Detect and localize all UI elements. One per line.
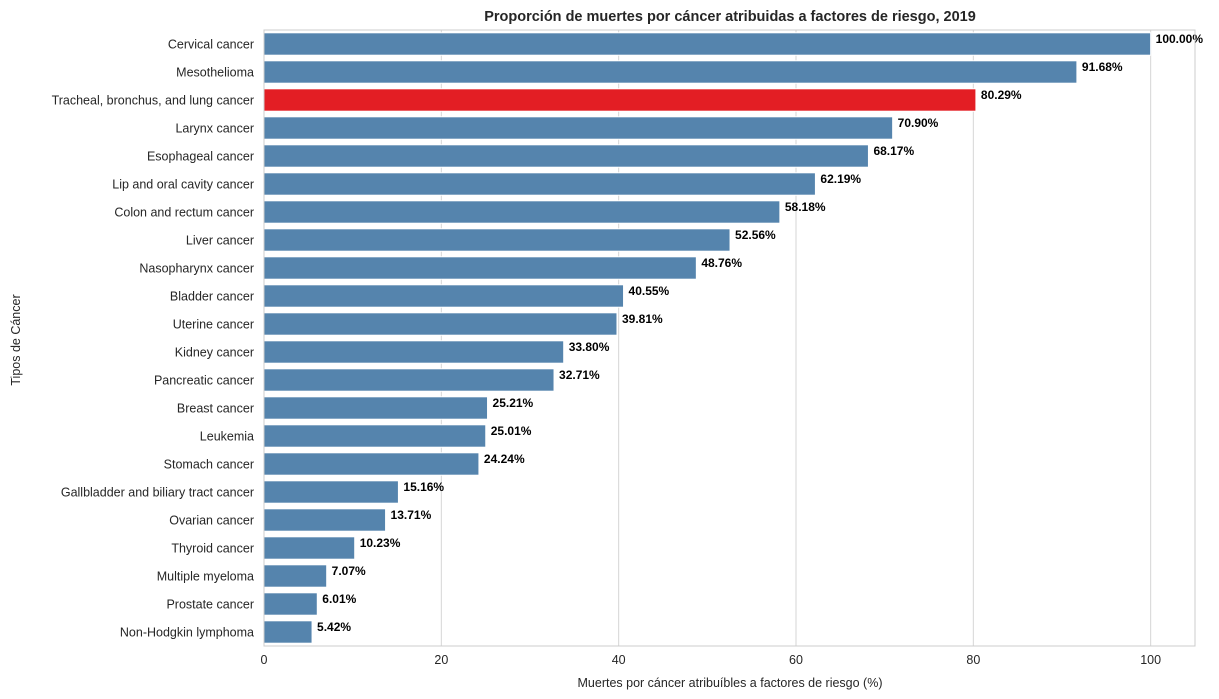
- bar: [263, 200, 781, 224]
- value-label: 58.18%: [785, 200, 826, 214]
- bar: [263, 60, 1078, 84]
- value-label: 80.29%: [981, 88, 1022, 102]
- category-label: Prostate cancer: [166, 598, 254, 612]
- value-label: 62.19%: [820, 172, 861, 186]
- category-label: Colon and rectum cancer: [114, 206, 254, 220]
- x-tick-label: 60: [789, 653, 803, 667]
- category-label: Mesothelioma: [176, 66, 254, 80]
- bar: [263, 452, 480, 476]
- bar: [263, 88, 977, 112]
- category-label: Liver cancer: [186, 234, 254, 248]
- category-label: Uterine cancer: [173, 318, 254, 332]
- bar: [263, 396, 489, 420]
- bar: [263, 312, 618, 336]
- value-label: 91.68%: [1082, 60, 1123, 74]
- x-axis-label: Muertes por cáncer atribuíbles a factore…: [578, 676, 883, 690]
- value-label: 48.76%: [701, 256, 742, 270]
- category-label: Ovarian cancer: [169, 514, 254, 528]
- category-label: Cervical cancer: [168, 38, 254, 52]
- bar: [263, 424, 487, 448]
- value-label: 39.81%: [622, 312, 663, 326]
- category-label: Esophageal cancer: [147, 150, 254, 164]
- value-label: 100.00%: [1156, 32, 1204, 46]
- category-label: Bladder cancer: [170, 290, 254, 304]
- bar: [263, 592, 318, 616]
- x-tick-label: 40: [612, 653, 626, 667]
- value-label: 7.07%: [332, 564, 366, 578]
- bar: [263, 480, 399, 504]
- category-label: Stomach cancer: [164, 458, 254, 472]
- bar: [263, 172, 816, 196]
- category-label: Thyroid cancer: [171, 542, 254, 556]
- category-label: Gallbladder and biliary tract cancer: [61, 486, 254, 500]
- bar: [263, 284, 625, 308]
- category-label: Larynx cancer: [175, 122, 254, 136]
- bar: [263, 32, 1152, 56]
- category-label: Kidney cancer: [175, 346, 254, 360]
- value-label: 40.55%: [629, 284, 670, 298]
- value-label: 10.23%: [360, 536, 401, 550]
- bar: [263, 368, 555, 392]
- value-label: 33.80%: [569, 340, 610, 354]
- chart-title: Proporción de muertes por cáncer atribui…: [484, 9, 976, 25]
- x-tick-label: 20: [434, 653, 448, 667]
- category-labels: Cervical cancer Mesothelioma Tracheal, bro…: [52, 38, 254, 640]
- bar: [263, 228, 731, 252]
- value-label: 13.71%: [391, 508, 432, 522]
- bar: [263, 620, 313, 644]
- bar: [263, 536, 356, 560]
- bar: [263, 116, 894, 140]
- value-label: 68.17%: [873, 144, 914, 158]
- category-label: Multiple myeloma: [157, 570, 254, 584]
- x-tick-label: 80: [966, 653, 980, 667]
- value-label: 25.21%: [493, 396, 534, 410]
- category-label: Pancreatic cancer: [154, 374, 254, 388]
- value-labels: 100.00% 91.68% 80.29% 70.90% 68.17% 62.19% 58.…: [317, 32, 1203, 634]
- bar: [263, 144, 869, 168]
- bar: [263, 340, 565, 364]
- bar: [263, 564, 328, 588]
- value-label: 15.16%: [403, 480, 444, 494]
- category-label: Breast cancer: [177, 402, 254, 416]
- value-label: 25.01%: [491, 424, 532, 438]
- bar: [263, 256, 697, 280]
- category-label: Tracheal, bronchus, and lung cancer: [52, 94, 254, 108]
- value-label: 70.90%: [898, 116, 939, 130]
- value-label: 24.24%: [484, 452, 525, 466]
- category-label: Nasopharynx cancer: [139, 262, 254, 276]
- value-label: 6.01%: [322, 592, 356, 606]
- bar: [263, 508, 387, 532]
- x-tick-label: 100: [1140, 653, 1161, 667]
- value-label: 32.71%: [559, 368, 600, 382]
- category-label: Non-Hodgkin lymphoma: [120, 626, 254, 640]
- bars: [263, 32, 1152, 644]
- category-label: Lip and oral cavity cancer: [112, 178, 254, 192]
- x-tick-label: 0: [261, 653, 268, 667]
- y-axis-label: Tipos de Cáncer: [9, 294, 23, 385]
- value-label: 5.42%: [317, 620, 351, 634]
- x-tick-labels: 0 20 40 60 80 100: [261, 653, 1162, 667]
- plot-frame: [263, 29, 1196, 647]
- value-label: 52.56%: [735, 228, 776, 242]
- category-label: Leukemia: [200, 430, 254, 444]
